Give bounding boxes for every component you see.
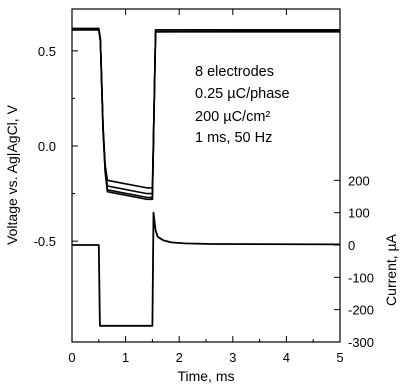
plot-frame [71,8,341,343]
x-tick-label: 4 [283,350,290,365]
x-tick-label: 1 [122,350,129,365]
tick-labels: 0 1 2 3 4 5 0.5 0.0 -0.5 200 100 0 -100 -200 -300 [34,44,374,365]
traces [72,27,341,327]
plot-area [71,8,341,343]
y-right-tick-label: 200 [348,173,370,188]
y-right-tick-label: -100 [348,270,374,285]
x-tick-label: 0 [68,350,75,365]
current-trace [72,211,341,327]
y-left-tick-label: 0.0 [38,139,56,154]
y-axis-label-right: Current, µA [383,233,399,306]
annotation-line-2: 0.25 µC/phase [195,86,290,102]
x-tick-label: 2 [176,350,183,365]
tick-marks [71,9,341,343]
annotation-line-4: 1 ms, 50 Hz [195,130,272,146]
y-right-tick-label: 100 [348,206,370,221]
y-right-tick-label: 0 [348,238,355,253]
y-right-tick-label: -200 [348,303,374,318]
y-right-tick-label: -300 [348,335,374,350]
y-left-tick-label: 0.5 [38,44,56,59]
x-axis-label: Time, ms [177,368,234,384]
annotation: 8 electrodes 0.25 µC/phase 200 µC/cm² 1 … [195,64,290,146]
voltage-trace [72,28,341,201]
annotation-line-1: 8 electrodes [195,64,274,80]
x-tick-label: 3 [229,350,236,365]
x-tick-label: 5 [336,350,343,365]
y-left-tick-label: -0.5 [34,234,56,249]
annotation-line-3: 200 µC/cm² [195,109,270,125]
y-axis-label-left: Voltage vs. Ag|AgCl, V [4,104,20,244]
